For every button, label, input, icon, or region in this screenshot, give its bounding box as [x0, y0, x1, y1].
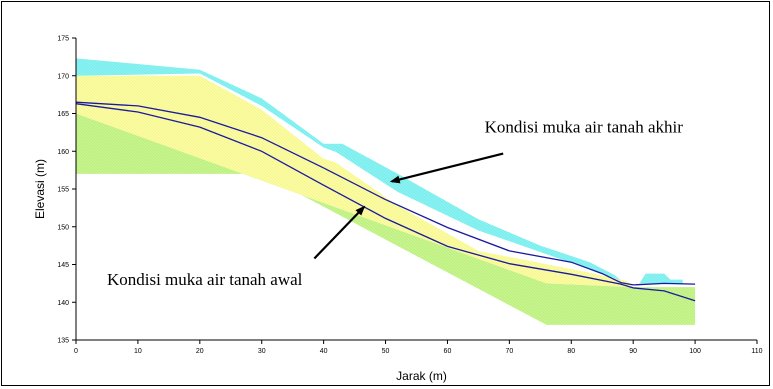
x-tick-label: 40: [320, 348, 328, 355]
layer-4: [639, 273, 683, 284]
annotation-arrow-1: [389, 152, 504, 184]
water-table-line-2: [75, 103, 696, 302]
x-tick-label: 30: [258, 348, 266, 355]
water-table-line-1: [75, 101, 696, 286]
x-tick-label: 20: [196, 348, 204, 355]
annotation-arrow-2: [313, 205, 366, 260]
y-tick-label: 145: [57, 262, 69, 269]
y-tick-label: 150: [57, 224, 69, 231]
x-axis-title: Jarak (m): [396, 369, 447, 383]
y-tick-label: 155: [57, 187, 69, 194]
x-tick-label: 60: [444, 348, 452, 355]
y-tick-label: 165: [57, 111, 69, 118]
x-tick-label: 70: [505, 348, 513, 355]
annotations: Kondisi muka air tanah akhir Kondisi muka…: [107, 117, 683, 289]
y-tick-label: 135: [57, 338, 69, 345]
soil-layers: [76, 58, 696, 325]
x-tick-label: 100: [689, 348, 701, 355]
x-tick-label: 50: [382, 348, 390, 355]
x-tick-label: 0: [74, 348, 78, 355]
annotation-label-1: Kondisi muka air tanah akhir: [485, 117, 684, 136]
y-tick-label: 175: [57, 36, 69, 43]
layer-1: [76, 113, 696, 325]
layer-3: [76, 58, 621, 281]
x-tick-label: 10: [134, 348, 142, 355]
axes: 0 10 20 30 40 50 60 70 80 90 100 110 135 140 145 150 155…: [33, 36, 763, 384]
annotation-label-2: Kondisi muka air tanah awal: [107, 270, 303, 289]
y-axis-title: Elevasi (m): [33, 159, 47, 219]
x-tick-label: 110: [751, 348, 762, 355]
x-tick-label: 90: [629, 348, 637, 355]
layer-2: [76, 75, 634, 288]
x-tick-label: 80: [567, 348, 575, 355]
y-tick-label: 160: [57, 149, 69, 156]
water-table-lines: [75, 101, 696, 302]
y-tick-label: 140: [57, 300, 69, 307]
y-tick-label: 170: [57, 73, 69, 80]
